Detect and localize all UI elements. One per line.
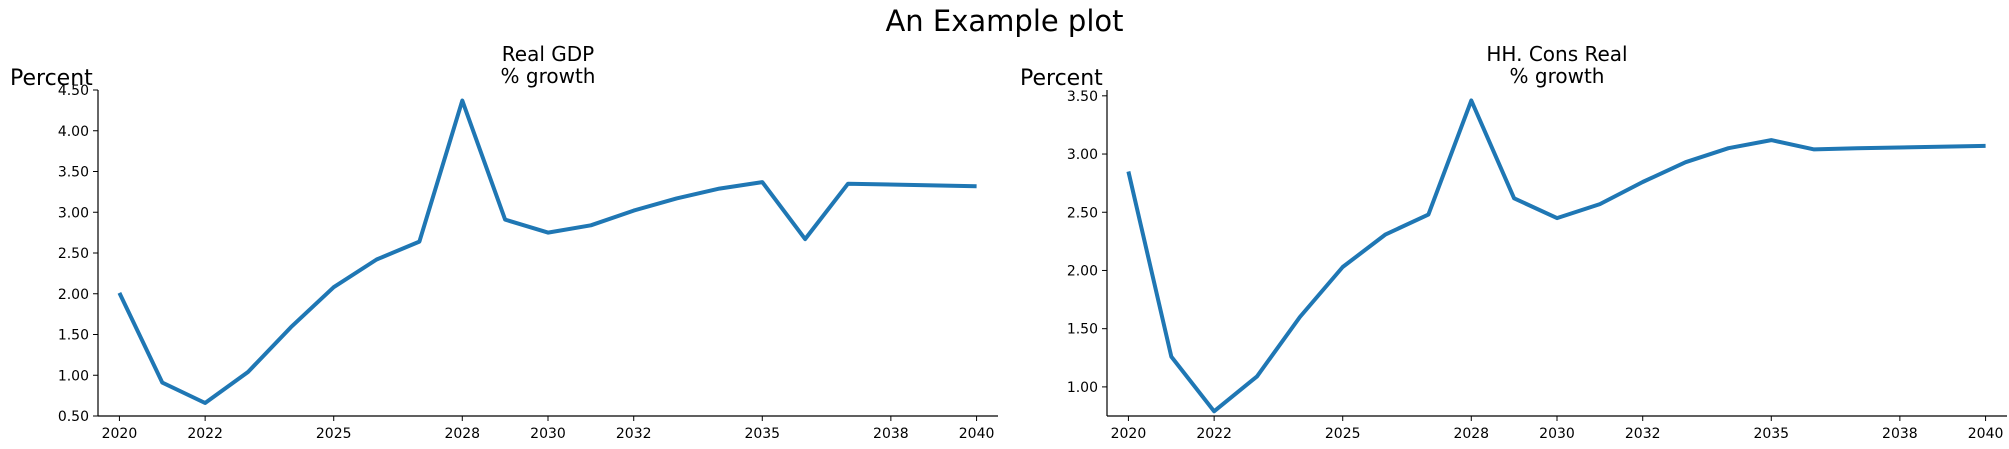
x-tick-label: 2040: [959, 426, 995, 442]
data-point: [503, 218, 507, 222]
data-point: [1126, 170, 1130, 174]
y-tick-label: 4.50: [58, 83, 89, 99]
y-tick-label: 4.00: [58, 124, 89, 140]
data-point: [246, 370, 250, 374]
x-tick-label: 2030: [1539, 426, 1575, 442]
data-point: [460, 99, 464, 103]
y-tick-label: 2.50: [58, 246, 89, 262]
data-point: [632, 209, 636, 213]
data-point: [975, 184, 979, 188]
x-tick-label: 2025: [1325, 426, 1361, 442]
data-point: [1812, 147, 1816, 151]
data-point: [1855, 146, 1859, 150]
y-tick-label: 1.50: [58, 328, 89, 344]
y-axis-label: Percent: [10, 66, 93, 91]
y-tick-label: 3.50: [1067, 89, 1098, 105]
y-axis-label: Percent: [1020, 66, 1103, 91]
x-tick-label: 2035: [1753, 426, 1789, 442]
data-point: [160, 381, 164, 385]
y-tick-label: 2.50: [1067, 205, 1098, 221]
data-point: [417, 240, 421, 244]
data-point: [332, 285, 336, 289]
data-point: [1684, 160, 1688, 164]
x-tick-label: 2035: [744, 426, 780, 442]
data-point: [1726, 146, 1730, 150]
y-tick-label: 2.00: [1067, 263, 1098, 279]
series-line: [117, 98, 977, 405]
series-line: [1126, 98, 1986, 414]
data-point: [717, 187, 721, 191]
data-point: [1298, 315, 1302, 319]
data-point: [760, 180, 764, 184]
data-point: [1384, 232, 1388, 236]
x-tick-label: 2025: [316, 426, 352, 442]
y-tick-label: 1.50: [1067, 322, 1098, 338]
y-tick-label: 1.00: [1067, 380, 1098, 396]
y-tick-label: 1.00: [58, 368, 89, 384]
chart-title-line: Real GDP: [502, 42, 594, 66]
chart-title-line: HH. Cons Real: [1486, 42, 1627, 66]
chart-panel-1: Real GDP% growth Percent 0.50 1.00 1.50 2.00 2…: [10, 42, 998, 442]
y-tick-label: 2.00: [58, 287, 89, 303]
x-tick-label: 2028: [1453, 426, 1489, 442]
data-point: [1255, 374, 1259, 378]
y-tick-label: 3.00: [58, 205, 89, 221]
data-point: [1984, 144, 1988, 148]
chart-title-line: % growth: [501, 64, 596, 88]
y-tick-label: 3.00: [1067, 147, 1098, 163]
data-point: [1555, 216, 1559, 220]
y-tick-label: 3.50: [58, 165, 89, 181]
x-tick-label: 2030: [530, 426, 566, 442]
x-tick-label: 2028: [444, 426, 480, 442]
data-point: [1598, 202, 1602, 206]
data-point: [1426, 213, 1430, 217]
data-point: [546, 231, 550, 235]
data-point: [1341, 265, 1345, 269]
x-tick-label: 2032: [1625, 426, 1661, 442]
data-point: [1769, 138, 1773, 142]
x-tick-label: 2022: [1196, 426, 1232, 442]
data-point: [589, 223, 593, 227]
x-tick-label: 2040: [1968, 426, 2004, 442]
data-point: [289, 325, 293, 329]
data-point: [117, 291, 121, 295]
data-point: [1469, 98, 1473, 102]
data-point: [1212, 409, 1216, 413]
data-point: [1512, 196, 1516, 200]
x-tick-label: 2038: [1882, 426, 1918, 442]
y-tick-label: 0.50: [58, 409, 89, 425]
data-point: [203, 401, 207, 405]
figure-title: An Example plot: [885, 4, 1124, 38]
x-tick-label: 2020: [1111, 426, 1147, 442]
data-point: [846, 182, 850, 186]
x-tick-label: 2032: [616, 426, 652, 442]
data-point: [1641, 180, 1645, 184]
data-point: [675, 196, 679, 200]
x-tick-label: 2020: [102, 426, 138, 442]
data-point: [803, 237, 807, 241]
chart-title-line: % growth: [1510, 64, 1605, 88]
data-point: [375, 258, 379, 262]
data-point: [1169, 355, 1173, 359]
x-tick-label: 2038: [873, 426, 909, 442]
chart-panel-2: HH. Cons Real% growth Percent 1.00 1.50 2.00…: [1020, 42, 2007, 442]
x-tick-label: 2022: [187, 426, 223, 442]
